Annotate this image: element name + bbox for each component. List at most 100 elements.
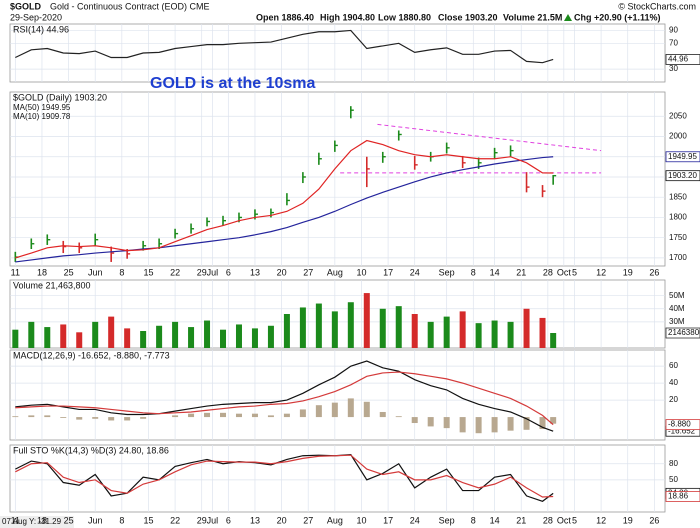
histogram-bar (267, 415, 274, 418)
volume-bar (347, 302, 354, 348)
histogram-bar (550, 417, 557, 424)
y-tick-label: 1850 (669, 192, 687, 201)
volume-bar (220, 329, 227, 348)
x-tick-label: 28 (543, 267, 553, 277)
x-tick-label: 15 (143, 515, 153, 525)
series-line (15, 371, 554, 426)
y-tick-label: 2000 (669, 132, 687, 141)
histogram-bar (395, 416, 402, 418)
histogram-bar (283, 413, 290, 418)
panel-frame (9, 23, 666, 83)
volume-bar (92, 321, 99, 348)
series-line (15, 360, 554, 432)
histogram-bar (299, 409, 306, 418)
x-tick-label: 13 (250, 515, 260, 525)
volume-bar (267, 325, 274, 348)
x-tick-label: 14 (490, 267, 500, 277)
histogram-bar (411, 417, 418, 424)
value-tag (665, 327, 700, 339)
series-line (15, 139, 554, 259)
value-tag-label: -8.880 (668, 420, 691, 429)
value-tag (665, 419, 700, 431)
x-tick-label: 8 (119, 267, 124, 277)
value-tag-label: 44.96 (668, 55, 689, 64)
open: Open 1886.40 (256, 12, 314, 22)
value-tag (665, 54, 700, 65)
change: Chg +20.90 (+1.11%) (574, 12, 661, 22)
volume: Volume 21.5M (503, 12, 562, 22)
y-tick-label: 40M (669, 304, 685, 313)
value-tag (665, 151, 700, 163)
panel-frame (9, 349, 666, 441)
date: 29-Sep-2020 (10, 12, 62, 22)
value-tag-label: 1949.95 (668, 152, 697, 161)
histogram-bar (60, 417, 67, 418)
x-tick-label: 25 (64, 267, 74, 277)
volume-bar (331, 311, 338, 348)
histogram-bar (347, 398, 354, 418)
x-tick-label: 24 (410, 267, 420, 277)
histogram-bar (108, 417, 115, 421)
x-tick-label: Aug (327, 267, 343, 277)
panel-frame (9, 91, 666, 267)
y-tick-label: 2050 (669, 111, 687, 120)
volume-bar (12, 329, 19, 348)
y-tick-label: 90 (669, 26, 678, 35)
panel-frame (9, 444, 666, 513)
x-tick-label: Jun (88, 515, 103, 525)
y-tick-label: 30M (669, 317, 685, 326)
histogram-bar (251, 413, 258, 418)
annotation: GOLD is at the 10sma (150, 75, 315, 92)
volume-bar (172, 321, 179, 348)
x-tick-label: 22 (170, 515, 180, 525)
y-tick-label: 1800 (669, 213, 687, 222)
x-tick-label: 6 (226, 267, 231, 277)
y-tick-label: 50 (669, 475, 678, 484)
y-tick-label: 30 (669, 64, 678, 73)
x-tick-label: 8 (471, 515, 476, 525)
x-tick-label: 10 (356, 267, 366, 277)
x-tick-label: 27 (303, 515, 313, 525)
volume-bar (156, 325, 163, 348)
volume-bar (44, 327, 51, 348)
volume-bar (363, 293, 370, 348)
value-tag-label: 1903.20 (668, 171, 697, 180)
histogram-bar (235, 413, 242, 418)
histogram-bar (12, 416, 19, 418)
y-tick-label: 60 (669, 361, 678, 370)
histogram-bar (363, 401, 370, 418)
histogram-bar (523, 417, 530, 430)
volume-bar (235, 324, 242, 348)
x-tick-label: 5 (572, 515, 577, 525)
volume-bar (60, 324, 67, 348)
volume-bar (124, 328, 131, 348)
x-tick-label: 20 (277, 515, 287, 525)
x-tick-label: 17 (383, 515, 393, 525)
x-tick-label: 21 (516, 267, 526, 277)
histogram-bar (220, 412, 227, 418)
series-line (15, 454, 554, 498)
volume-bar (76, 332, 83, 348)
volume-bar (491, 320, 498, 348)
panel-title: RSI(14) 44.96 (13, 24, 69, 34)
volume-bar (411, 314, 418, 348)
up-arrow (564, 14, 572, 21)
x-tick-label: 12 (596, 515, 606, 525)
histogram-bar (188, 413, 195, 418)
series-line (15, 156, 554, 263)
x-tick-label: 27 (303, 267, 313, 277)
volume-bar (523, 308, 530, 348)
x-tick-label: 21 (516, 515, 526, 525)
y-tick-label: 40 (669, 378, 678, 387)
x-tick-label: 29 (197, 267, 207, 277)
value-tag (665, 491, 700, 502)
x-tick-label: 26 (649, 267, 659, 277)
site-credit: © StockCharts.com (618, 1, 696, 11)
x-tick-label: 24 (410, 515, 420, 525)
x-tick-label: Jul (207, 515, 219, 525)
x-tick-label: 14 (490, 515, 500, 525)
x-tick-label: 8 (471, 267, 476, 277)
x-tick-label: Sep (439, 267, 455, 277)
volume-bar (299, 307, 306, 348)
